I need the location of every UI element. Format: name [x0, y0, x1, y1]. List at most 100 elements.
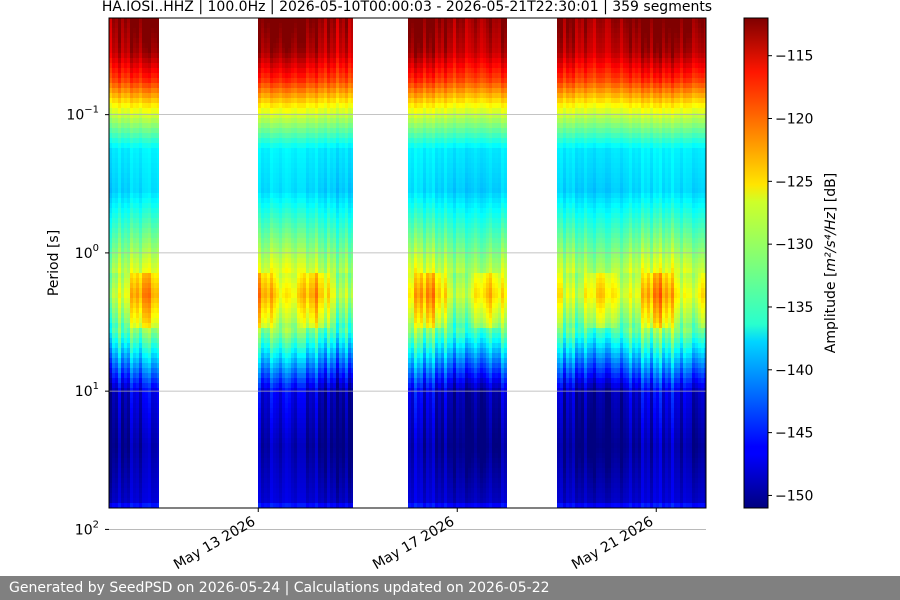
- heatmap-cell: [136, 143, 139, 148]
- heatmap-cell: [130, 338, 133, 343]
- heatmap-cell: [139, 278, 142, 283]
- heatmap-cell: [345, 363, 348, 368]
- heatmap-cell: [282, 428, 285, 433]
- heatmap-cell: [273, 223, 276, 228]
- heatmap-cell: [309, 463, 312, 468]
- heatmap-cell: [112, 333, 115, 338]
- heatmap-cell: [276, 178, 279, 183]
- heatmap-cell: [139, 73, 142, 78]
- heatmap-cell: [330, 388, 333, 393]
- heatmap-cell: [294, 358, 297, 363]
- heatmap-cell: [330, 438, 333, 443]
- heatmap-cell: [318, 138, 321, 143]
- heatmap-cell: [139, 63, 142, 68]
- heatmap-cell: [276, 228, 279, 233]
- heatmap-cell: [324, 133, 327, 138]
- heatmap-cell: [351, 288, 353, 293]
- heatmap-cell: [124, 368, 127, 373]
- heatmap-cell: [154, 393, 157, 398]
- heatmap-cell: [342, 453, 345, 458]
- heatmap-cell: [342, 373, 345, 378]
- heatmap-cell: [148, 63, 151, 68]
- heatmap-cell: [330, 413, 333, 418]
- heatmap-cell: [411, 353, 414, 358]
- heatmap-cell: [312, 358, 315, 363]
- heatmap-cell: [315, 188, 318, 193]
- heatmap-cell: [282, 23, 285, 28]
- heatmap-cell: [270, 453, 273, 458]
- heatmap-cell: [148, 53, 151, 58]
- heatmap-cell: [264, 128, 267, 133]
- heatmap-cell: [121, 293, 124, 298]
- heatmap-cell: [306, 368, 309, 373]
- heatmap-cell: [151, 93, 154, 98]
- heatmap-cell: [339, 43, 342, 48]
- heatmap-cell: [411, 78, 414, 83]
- heatmap-cell: [264, 143, 267, 148]
- heatmap-cell: [151, 38, 154, 43]
- heatmap-cell: [339, 338, 342, 343]
- heatmap-cell: [327, 133, 330, 138]
- heatmap-cell: [133, 368, 136, 373]
- heatmap-cell: [154, 218, 157, 223]
- heatmap-cell: [294, 313, 297, 318]
- heatmap-cell: [336, 288, 339, 293]
- heatmap-cell: [270, 218, 273, 223]
- heatmap-cell: [330, 428, 333, 433]
- heatmap-cell: [133, 423, 136, 428]
- heatmap-cell: [330, 453, 333, 458]
- heatmap-cell: [130, 23, 133, 28]
- heatmap-cell: [279, 373, 282, 378]
- heatmap-cell: [142, 333, 145, 338]
- heatmap-cell: [148, 498, 151, 503]
- heatmap-cell: [288, 358, 291, 363]
- heatmap-cell: [115, 18, 118, 23]
- heatmap-cell: [411, 263, 414, 268]
- heatmap-cell: [261, 33, 264, 38]
- heatmap-cell: [291, 453, 294, 458]
- heatmap-cell: [148, 323, 151, 328]
- heatmap-cell: [315, 208, 318, 213]
- heatmap-cell: [348, 483, 351, 488]
- heatmap-cell: [303, 58, 306, 63]
- heatmap-cell: [273, 293, 276, 298]
- heatmap-cell: [121, 143, 124, 148]
- heatmap-cell: [130, 408, 133, 413]
- heatmap-cell: [148, 278, 151, 283]
- heatmap-cell: [148, 133, 151, 138]
- heatmap-cell: [264, 213, 267, 218]
- heatmap-cell: [279, 483, 282, 488]
- heatmap-cell: [315, 418, 318, 423]
- heatmap-cell: [306, 223, 309, 228]
- heatmap-cell: [336, 333, 339, 338]
- heatmap-cell: [279, 318, 282, 323]
- heatmap-cell: [282, 268, 285, 273]
- heatmap-cell: [330, 303, 333, 308]
- heatmap-cell: [136, 308, 139, 313]
- heatmap-cell: [124, 328, 127, 333]
- heatmap-cell: [309, 458, 312, 463]
- heatmap-cell: [154, 243, 157, 248]
- heatmap-cell: [300, 488, 303, 493]
- heatmap-cell: [288, 463, 291, 468]
- heatmap-cell: [112, 318, 115, 323]
- heatmap-cell: [276, 23, 279, 28]
- heatmap-cell: [261, 68, 264, 73]
- heatmap-cell: [139, 123, 142, 128]
- heatmap-cell: [336, 93, 339, 98]
- heatmap-cell: [133, 263, 136, 268]
- heatmap-cell: [124, 353, 127, 358]
- heatmap-cell: [333, 218, 336, 223]
- heatmap-cell: [351, 28, 353, 33]
- heatmap-cell: [118, 408, 121, 413]
- heatmap-cell: [303, 133, 306, 138]
- heatmap-cell: [324, 63, 327, 68]
- heatmap-cell: [351, 238, 353, 243]
- heatmap-cell: [121, 453, 124, 458]
- heatmap-cell: [282, 178, 285, 183]
- heatmap-cell: [127, 48, 130, 53]
- heatmap-cell: [333, 458, 336, 463]
- heatmap-cell: [133, 233, 136, 238]
- heatmap-cell: [342, 218, 345, 223]
- heatmap-cell: [124, 183, 127, 188]
